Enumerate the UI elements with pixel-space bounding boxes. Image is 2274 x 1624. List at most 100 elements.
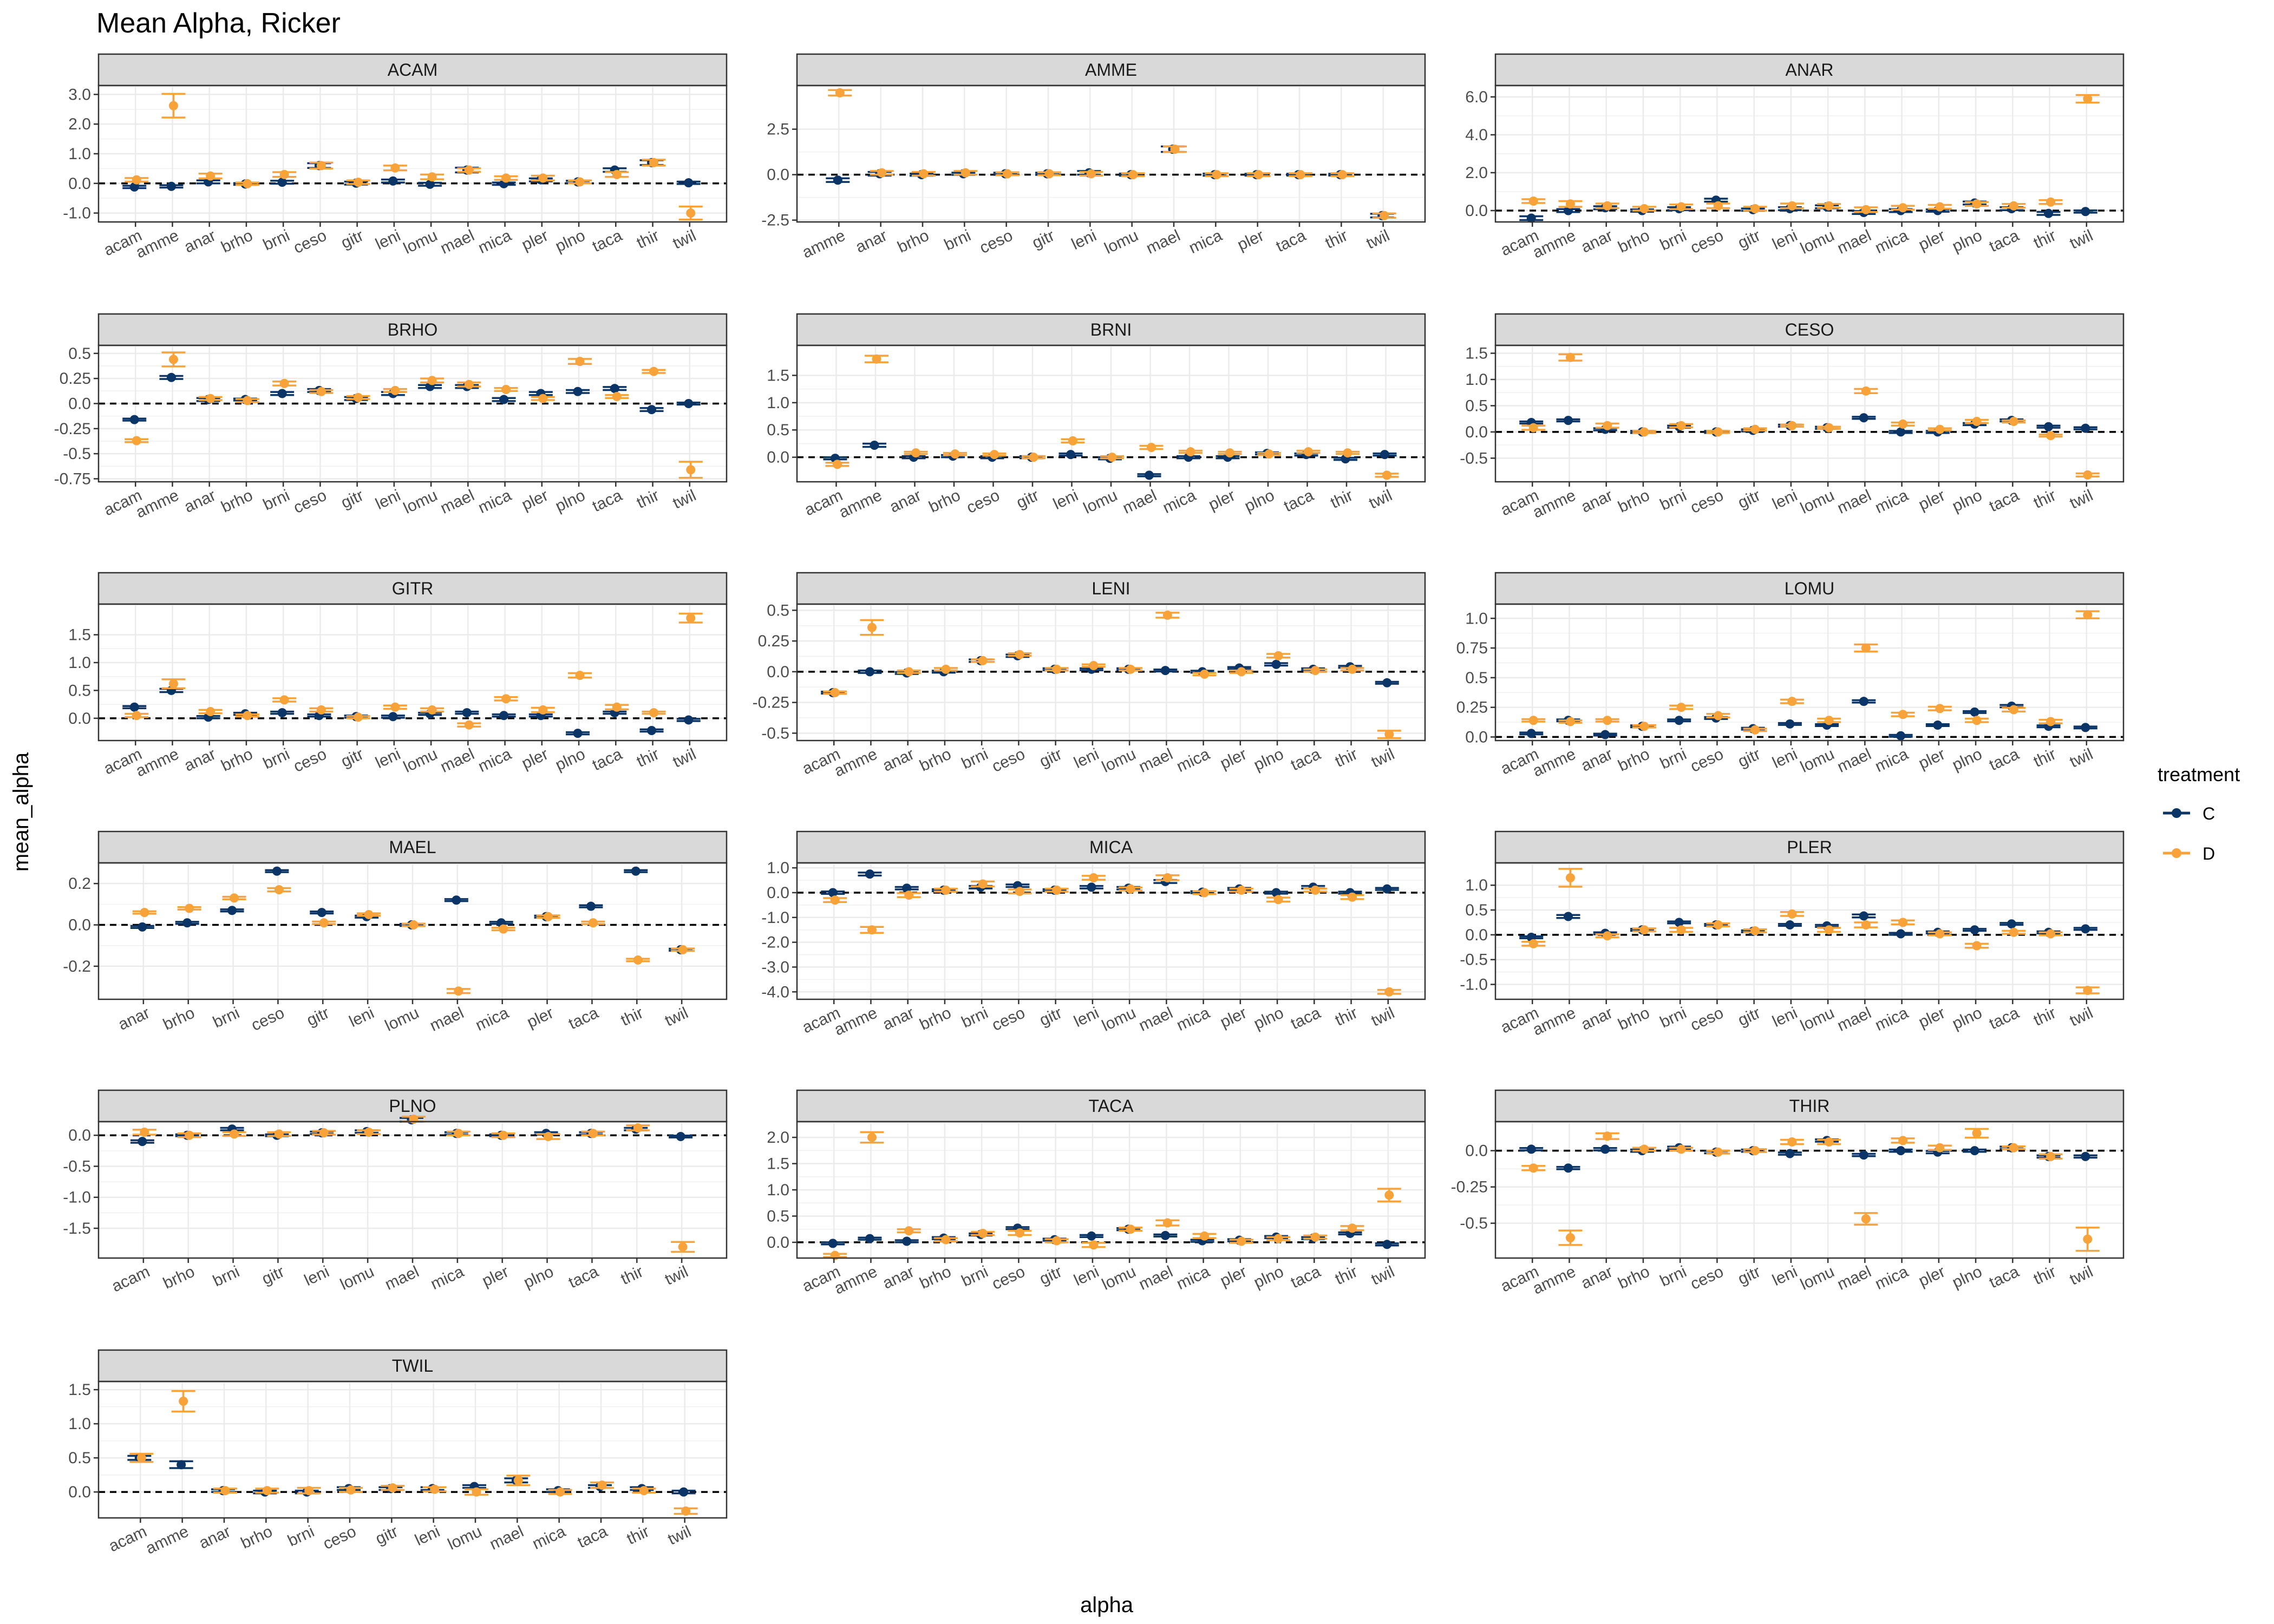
panel-strip	[1494, 53, 2125, 87]
data-point-c	[272, 866, 282, 876]
data-point-c	[2081, 1151, 2090, 1161]
data-point-d	[2009, 927, 2018, 937]
data-point-c	[277, 178, 287, 187]
data-point-d	[649, 708, 659, 718]
data-point-c	[1600, 1144, 1610, 1154]
data-point-c	[2007, 919, 2016, 929]
panel-strip-label: THIR	[1789, 1096, 1830, 1116]
panel-strip	[796, 313, 1426, 346]
data-point-d	[168, 101, 178, 110]
data-point-d	[346, 1485, 356, 1495]
data-point-d	[1052, 664, 1062, 674]
data-point-d	[1676, 703, 1686, 712]
data-point-c	[586, 901, 596, 911]
data-point-d	[1384, 987, 1394, 997]
data-point-d	[427, 376, 437, 385]
data-point-c	[610, 384, 619, 394]
data-point-c	[2081, 423, 2090, 433]
data-point-c	[1526, 729, 1536, 738]
data-point-c	[2081, 723, 2090, 732]
y-tick-label: -0.75	[54, 470, 91, 488]
data-point-d	[1384, 730, 1394, 739]
data-point-d	[1003, 169, 1012, 179]
data-point-d	[2083, 986, 2093, 996]
data-point-d	[1212, 170, 1221, 180]
data-point-d	[1676, 421, 1686, 430]
y-tick-label: -1.0	[761, 909, 789, 927]
data-point-d	[1565, 199, 1575, 209]
data-point-d	[1089, 1240, 1099, 1250]
data-point-d	[390, 163, 400, 173]
data-point-d	[1147, 442, 1156, 452]
data-point-d	[904, 890, 914, 900]
data-point-d	[2046, 717, 2056, 726]
panel-strip-label: BRNI	[1090, 320, 1132, 339]
y-tick-label: 1.5	[68, 626, 91, 644]
y-tick-label: 3.0	[68, 86, 91, 103]
data-point-c	[1526, 1144, 1536, 1154]
data-point-d	[1170, 145, 1180, 154]
panel-strip	[97, 313, 728, 346]
panel-strip	[97, 572, 728, 605]
data-point-d	[1380, 211, 1389, 220]
data-point-d	[501, 385, 511, 395]
data-point-d	[1162, 610, 1172, 620]
data-point-d	[612, 169, 622, 179]
data-point-d	[1200, 1231, 1210, 1241]
legend-marker-d	[2172, 848, 2181, 858]
data-point-c	[2081, 207, 2090, 217]
data-point-d	[1972, 941, 1982, 951]
y-tick-label: 2.0	[767, 1129, 789, 1147]
data-point-c	[166, 372, 176, 382]
y-tick-label: 0.0	[1465, 1142, 1488, 1160]
data-point-c	[573, 729, 583, 738]
y-tick-label: 1.0	[767, 394, 789, 412]
data-point-d	[950, 449, 960, 459]
data-point-d	[464, 165, 474, 175]
y-tick-label: -2.5	[761, 212, 789, 230]
data-point-d	[354, 712, 363, 722]
data-point-d	[872, 354, 881, 364]
data-point-d	[2046, 1151, 2056, 1161]
data-point-c	[138, 1137, 147, 1147]
data-point-d	[544, 1131, 553, 1141]
data-point-c	[865, 869, 874, 879]
data-point-d	[1310, 666, 1320, 676]
data-point-d	[1787, 909, 1797, 919]
y-axis-title: mean_alpha	[9, 752, 33, 872]
data-point-d	[1898, 710, 1908, 719]
panel-strip-label: GITR	[392, 579, 433, 598]
data-point-d	[1264, 449, 1274, 459]
data-point-d	[1565, 352, 1575, 362]
panel-strip	[97, 53, 728, 87]
data-point-d	[904, 667, 914, 677]
data-point-d	[1086, 169, 1096, 179]
data-point-c	[1859, 1150, 1868, 1160]
y-tick-label: -0.5	[1460, 951, 1488, 969]
data-point-d	[262, 1486, 272, 1496]
data-point-d	[168, 355, 178, 364]
data-point-d	[990, 450, 999, 460]
data-point-d	[1528, 939, 1538, 948]
data-point-d	[597, 1481, 607, 1490]
y-tick-label: 0.0	[68, 1127, 91, 1144]
data-point-d	[185, 1130, 194, 1140]
data-point-d	[867, 1132, 877, 1142]
data-point-d	[538, 394, 548, 403]
data-point-c	[1896, 427, 1906, 437]
y-tick-label: 1.0	[1465, 610, 1488, 627]
data-point-d	[1787, 1137, 1797, 1147]
data-point-d	[230, 1129, 239, 1139]
panel-strip-label: TWIL	[392, 1356, 433, 1376]
data-point-d	[1639, 722, 1649, 731]
data-point-c	[1896, 1146, 1906, 1156]
data-point-d	[1089, 873, 1099, 882]
data-point-d	[1824, 201, 1834, 211]
y-tick-label: 0.0	[767, 884, 789, 902]
y-tick-label: -0.25	[54, 420, 91, 438]
data-point-d	[978, 879, 988, 889]
y-tick-label: 0.25	[1456, 699, 1488, 717]
y-tick-label: 1.5	[68, 1381, 91, 1399]
